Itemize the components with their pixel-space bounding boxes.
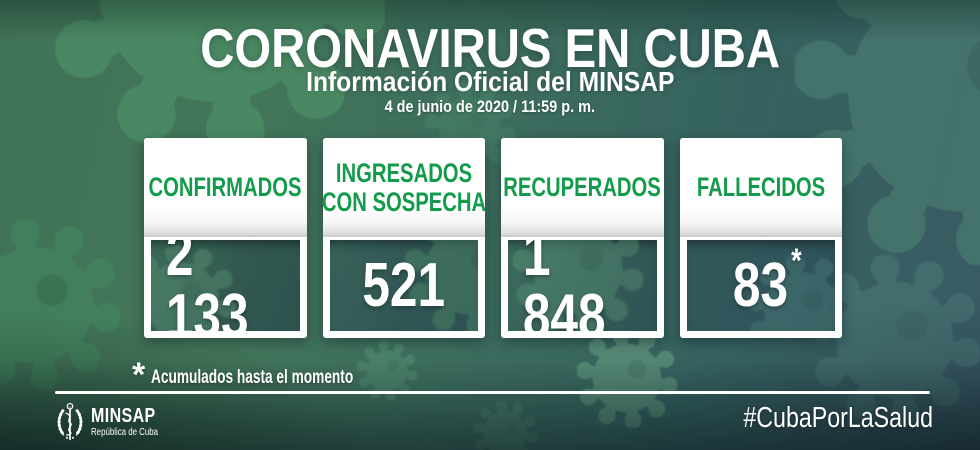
footnote-text: Acumulados hasta el momento [151,367,354,388]
stat-label-fallecidos: FALLECIDOS [679,138,842,237]
stat-card-fallecidos: FALLECIDOS 83 * [679,138,842,338]
stat-label-confirmados: CONFIRMADOS [144,138,307,237]
asterisk-marker: * [645,240,656,247]
hashtag: #CubaPorLaSalud [743,402,933,434]
stat-value-panel: 2 133* [148,237,303,334]
asterisk-marker: * [288,240,299,247]
stat-value-fallecidos: 83 * [733,241,802,320]
asterisk-marker: * [791,241,802,280]
virus-decoration [577,328,677,428]
stat-value-recuperados: 1 848* [523,240,655,331]
stat-label-recuperados: RECUPERADOS [501,138,664,237]
page-title: CORONAVIRUS EN CUBA [200,17,780,79]
minsap-logo-subtitle: República de Cuba [91,426,158,439]
stat-label-ingresados: INGRESADOS CON SOSPECHA [322,138,486,237]
stat-value-panel: 83 * [683,237,838,334]
stats-cards: CONFIRMADOS 2 133* INGRESADOS CON SOSPEC… [144,138,842,338]
report-date: 4 de junio de 2020 / 11:59 p. m. [384,97,596,116]
stat-value-panel: 521 [326,237,481,334]
minsap-logo-text: MINSAP República de Cuba [91,405,180,439]
asterisk-marker: * [132,356,146,394]
footer-divider [55,391,930,394]
stat-value-ingresados: 521 [362,250,446,320]
minsap-emblem-icon [57,402,83,440]
stat-value-confirmados: 2 133* [166,240,298,331]
minsap-logo: MINSAP República de Cuba [55,399,180,445]
footnote: * Acumulados hasta el momento [132,358,432,392]
page-subtitle: Información Oficial del MINSAP [305,66,675,97]
virus-decoration [0,220,120,390]
stat-card-confirmados: CONFIRMADOS 2 133* [144,138,307,338]
virus-decoration [473,401,537,450]
minsap-logo-name: MINSAP [91,405,156,428]
stat-value-panel: 1 848* [505,237,660,334]
stat-card-ingresados: INGRESADOS CON SOSPECHA 521 [322,138,486,338]
stat-card-recuperados: RECUPERADOS 1 848* [501,138,664,338]
